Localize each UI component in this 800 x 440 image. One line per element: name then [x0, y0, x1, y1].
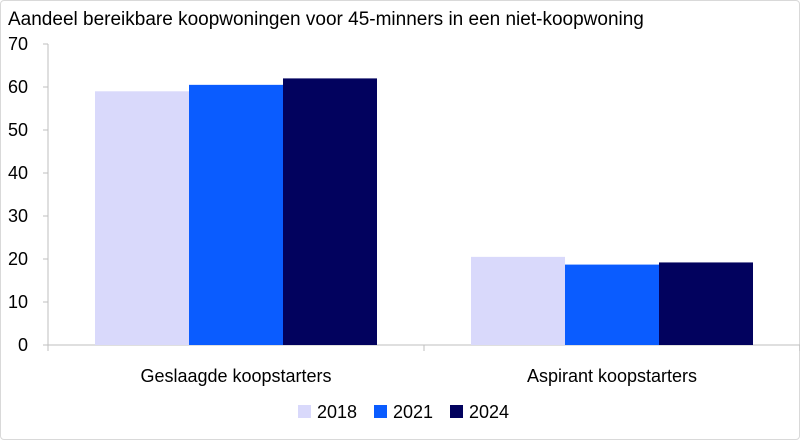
y-tick-label: 0	[18, 335, 28, 355]
bar-2018-aspirant	[471, 256, 565, 345]
bar-2024-aspirant	[659, 262, 753, 345]
y-tick-label: 60	[8, 77, 28, 97]
y-axis: 0 10 20 30 40 50 60 70	[8, 34, 49, 355]
bars	[95, 78, 753, 346]
legend-swatch-2021	[374, 405, 387, 418]
x-axis	[47, 344, 800, 351]
y-tick-label: 70	[8, 34, 28, 54]
legend: 2018 2021 2024	[298, 402, 509, 422]
y-tick-label: 30	[8, 206, 28, 226]
legend-swatch-2018	[298, 405, 311, 418]
x-category-label: Aspirant koopstarters	[527, 366, 697, 386]
category-labels: Geslaagde koopstarters Aspirant koopstart…	[140, 366, 697, 386]
legend-label-2021: 2021	[393, 402, 433, 422]
bar-2021-geslaagde	[189, 84, 283, 345]
legend-label-2024: 2024	[469, 402, 509, 422]
y-tick-label: 10	[8, 292, 28, 312]
legend-swatch-2024	[450, 405, 463, 418]
x-category-label: Geslaagde koopstarters	[140, 366, 331, 386]
chart-title: Aandeel bereikbare koopwoningen voor 45-…	[8, 9, 644, 30]
legend-label-2018: 2018	[317, 402, 357, 422]
y-tick-label: 40	[8, 163, 28, 183]
bar-2024-geslaagde	[283, 78, 377, 346]
bar-2021-aspirant	[565, 264, 659, 345]
y-tick-label: 50	[8, 120, 28, 140]
bar-2018-geslaagde	[95, 91, 189, 345]
y-tick-label: 20	[8, 249, 28, 269]
